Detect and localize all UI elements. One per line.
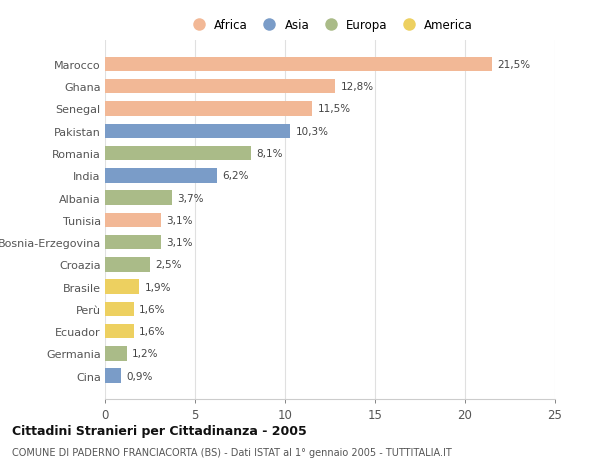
Bar	[105, 168, 217, 183]
Text: 8,1%: 8,1%	[256, 149, 283, 159]
Text: 0,9%: 0,9%	[127, 371, 153, 381]
Text: 3,1%: 3,1%	[166, 215, 193, 225]
Text: 1,6%: 1,6%	[139, 304, 166, 314]
Text: 1,6%: 1,6%	[139, 326, 166, 336]
Text: COMUNE DI PADERNO FRANCIACORTA (BS) - Dati ISTAT al 1° gennaio 2005 - TUTTITALIA: COMUNE DI PADERNO FRANCIACORTA (BS) - Da…	[12, 448, 452, 458]
Bar	[105, 280, 139, 294]
Text: 1,9%: 1,9%	[145, 282, 171, 292]
Text: 11,5%: 11,5%	[317, 104, 350, 114]
Text: 21,5%: 21,5%	[497, 60, 530, 70]
Text: 3,1%: 3,1%	[166, 238, 193, 247]
Text: 2,5%: 2,5%	[155, 260, 182, 270]
Text: 1,2%: 1,2%	[132, 349, 158, 358]
Bar	[105, 80, 335, 94]
Text: Cittadini Stranieri per Cittadinanza - 2005: Cittadini Stranieri per Cittadinanza - 2…	[12, 425, 307, 437]
Bar	[105, 102, 312, 117]
Bar	[105, 146, 251, 161]
Text: 10,3%: 10,3%	[296, 127, 329, 136]
Text: 3,7%: 3,7%	[177, 193, 203, 203]
Bar	[105, 124, 290, 139]
Legend: Africa, Asia, Europa, America: Africa, Asia, Europa, America	[187, 19, 473, 32]
Bar	[105, 191, 172, 205]
Bar	[105, 369, 121, 383]
Bar	[105, 57, 492, 72]
Bar	[105, 235, 161, 250]
Text: 6,2%: 6,2%	[222, 171, 248, 181]
Bar	[105, 324, 134, 339]
Bar	[105, 302, 134, 316]
Bar	[105, 257, 150, 272]
Text: 12,8%: 12,8%	[341, 82, 374, 92]
Bar	[105, 213, 161, 228]
Bar	[105, 347, 127, 361]
